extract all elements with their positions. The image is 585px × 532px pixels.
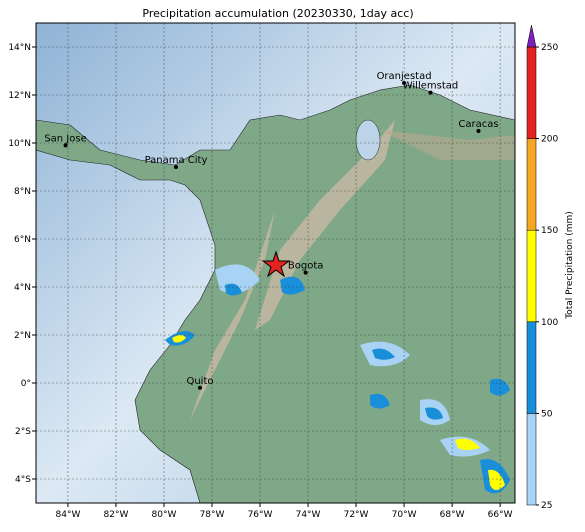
- city-label: Panama City: [145, 155, 208, 166]
- x-tick-label: 66°W: [488, 510, 513, 520]
- colorbar-segment: [526, 229, 537, 323]
- y-tick-label: 12°N: [8, 91, 31, 101]
- y-tick-label: 6°N: [14, 235, 31, 245]
- rain-area: [225, 283, 242, 296]
- x-tick-label: 82°W: [104, 510, 129, 520]
- colorbar-segment: [526, 138, 537, 231]
- grid: [36, 23, 515, 503]
- rain-area: [455, 438, 480, 450]
- rain-area: [280, 276, 305, 295]
- lake-maracaibo: [355, 119, 381, 161]
- rain-area: [488, 469, 505, 490]
- colorbar-segment: [526, 321, 537, 414]
- city-label: Quito: [186, 376, 213, 387]
- x-tick-label: 68°W: [440, 510, 465, 520]
- y-tick-label: 2°S: [15, 427, 31, 437]
- colorbar-tick-label: 100: [541, 318, 558, 328]
- map-frame: [35, 22, 516, 504]
- colorbar-tick-label: 150: [541, 226, 558, 236]
- x-tick-label: 80°W: [152, 510, 177, 520]
- rain-area: [372, 348, 395, 360]
- city-marker: [428, 90, 433, 95]
- venezuela-range: [380, 130, 515, 160]
- y-tick-label: 10°N: [8, 139, 31, 149]
- city-marker: [63, 143, 68, 148]
- city-label: Willemstad: [403, 81, 459, 92]
- city-marker: [476, 129, 481, 133]
- city-marker: [303, 270, 308, 275]
- y-tick-label: 4°N: [14, 283, 31, 293]
- site-marker: [261, 250, 291, 278]
- y-tick-label: 4°S: [15, 475, 31, 485]
- x-tick-label: 84°W: [56, 510, 81, 520]
- colorbar-segment: [526, 46, 537, 139]
- x-tick-label: 70°W: [392, 510, 417, 520]
- colorbar-extend: [526, 24, 537, 48]
- x-tick-label: 78°W: [200, 510, 225, 520]
- x-tick-label: 76°W: [248, 510, 273, 520]
- city-marker: [197, 385, 202, 390]
- basemap: [36, 23, 515, 503]
- y-tick-label: 14°N: [8, 43, 31, 53]
- y-tick-label: 8°N: [14, 187, 31, 197]
- city-label: Oranjestad: [377, 71, 432, 82]
- city-marker: [402, 81, 407, 85]
- andes-west: [190, 210, 275, 420]
- rain-area: [172, 335, 186, 343]
- colorbar-tick-label: 250: [541, 43, 558, 53]
- colorbar-label: Total Precipitation (mm): [565, 211, 575, 320]
- rain-area: [370, 393, 390, 409]
- title: Precipitation accumulation (20230330, 1d…: [142, 7, 413, 20]
- colorbar-tick-label: 25: [541, 501, 552, 511]
- city-label: Bogota: [288, 261, 324, 272]
- x-tick-label: 72°W: [344, 510, 369, 520]
- rain-area: [425, 407, 443, 420]
- colorbar-tick-label: 200: [541, 135, 558, 145]
- x-tick-label: 74°W: [296, 510, 321, 520]
- y-tick-label: 2°N: [14, 331, 31, 341]
- colorbar-segment: [526, 413, 537, 506]
- city-label: San Jose: [44, 133, 86, 144]
- y-tick-label: 0°: [21, 379, 31, 389]
- colorbar-tick-label: 50: [541, 409, 553, 419]
- city-label: Caracas: [458, 119, 498, 130]
- city-marker: [173, 165, 178, 169]
